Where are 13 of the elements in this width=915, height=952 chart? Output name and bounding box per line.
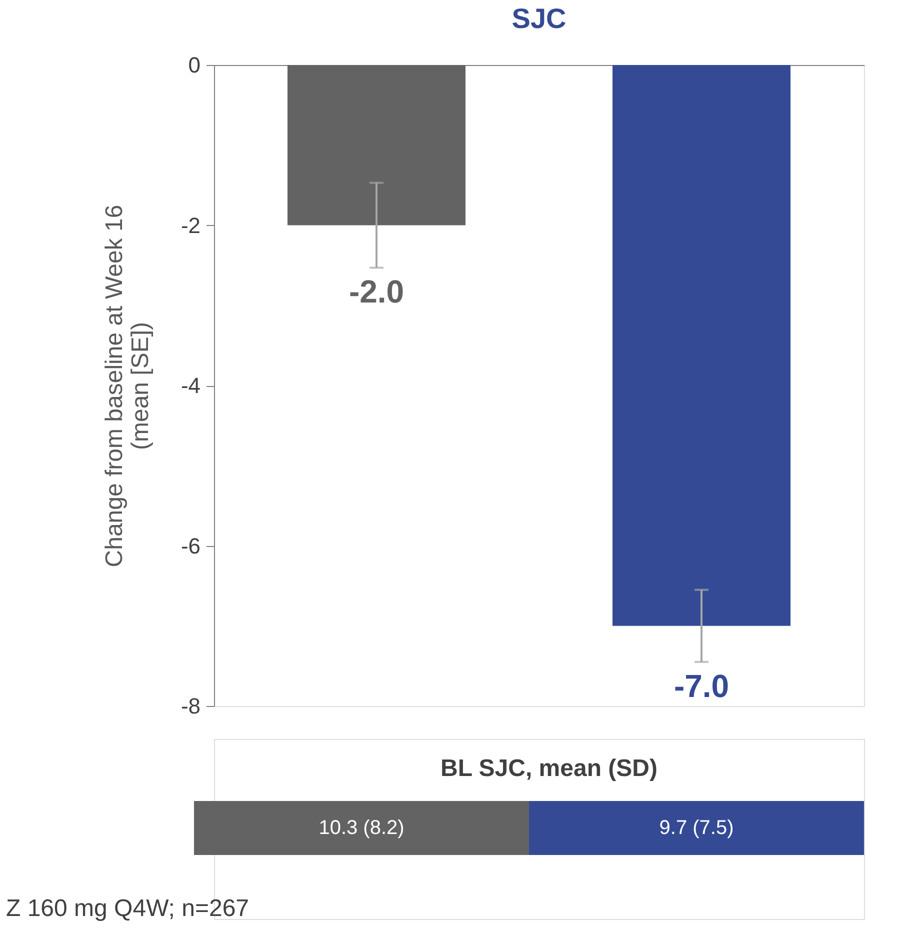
data-label: -2.0 [348, 274, 404, 310]
y-tick-label: -6 [180, 533, 200, 558]
y-tick-label: -2 [180, 212, 200, 238]
chart-title: SJC [512, 3, 566, 34]
data-label: -7.0 [674, 668, 730, 704]
y-tick-label: 0 [188, 52, 200, 78]
y-tick-label: -4 [180, 373, 200, 398]
text: 9.7 (7.5) [659, 817, 734, 839]
y-axis-title: Change from baseline at Week 16 (mean [SE]) [100, 204, 154, 568]
y-tick-label: -8 [180, 694, 200, 718]
text: BL SJC, mean (SD) [440, 755, 658, 782]
text: 10.3 (8.2) [318, 817, 404, 839]
text: Z 160 mg Q4W; n=267 [6, 895, 250, 922]
